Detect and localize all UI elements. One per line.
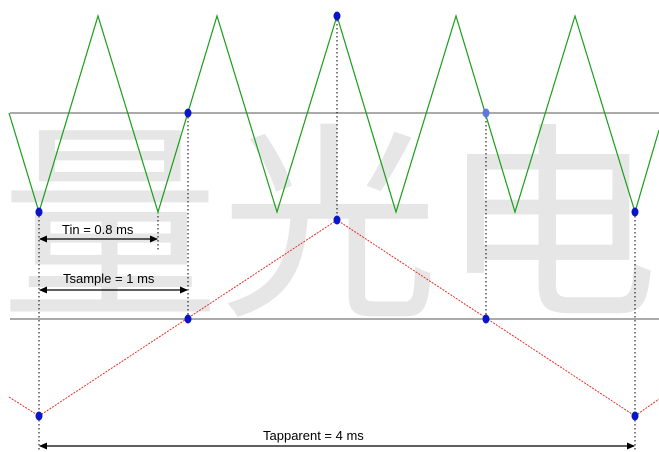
input-sample-points — [35, 11, 639, 217]
sample-point — [184, 108, 192, 118]
aliased-point — [482, 314, 490, 324]
sample-guides — [38, 16, 636, 450]
tsample-label: Tsample = 1 ms — [63, 271, 155, 286]
watermark-text: 量光电 — [0, 105, 659, 350]
aliased-point — [35, 411, 43, 421]
tin-label: Tin = 0.8 ms — [62, 222, 134, 237]
tapparent-label: Tapparent = 4 ms — [263, 428, 364, 443]
sample-point — [35, 207, 43, 217]
sample-point — [482, 108, 490, 118]
sample-point — [631, 207, 639, 217]
aliased-point — [333, 215, 341, 225]
sample-point — [333, 11, 341, 21]
aliased-point — [631, 411, 639, 421]
aliased-point — [184, 314, 192, 324]
aliased-sample-points — [35, 215, 639, 421]
